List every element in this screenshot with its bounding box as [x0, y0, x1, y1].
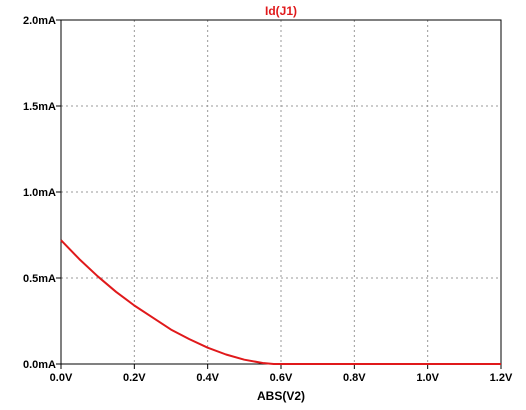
- series-layer: [60, 239, 501, 365]
- grid: [61, 20, 501, 364]
- x-tick-label: 1.0V: [416, 372, 439, 384]
- x-axis-title: ABS(V2): [257, 389, 305, 403]
- x-tick-label: 0.4V: [196, 372, 219, 384]
- x-tick-label: 1.2V: [490, 372, 513, 384]
- series-line: [60, 239, 501, 365]
- y-tick-label: 1.5mA: [23, 101, 56, 113]
- y-tick-label: 1.0mA: [23, 187, 56, 199]
- x-tick-label: 0.6V: [270, 372, 293, 384]
- x-axis: 0.0V 0.2V 0.4V 0.6V 0.8V 1.0V 1.2V: [50, 364, 513, 384]
- x-tick-label: 0.2V: [123, 372, 146, 384]
- series-label: Id(J1): [265, 4, 297, 18]
- x-tick-label: 0.0V: [50, 372, 73, 384]
- y-tick-label: 2.0mA: [23, 15, 56, 27]
- y-tick-label: 0.0mA: [23, 359, 56, 371]
- y-axis: 0.0mA 0.5mA 1.0mA 1.5mA 2.0mA: [23, 15, 61, 371]
- x-tick-label: 0.8V: [343, 372, 366, 384]
- y-tick-label: 0.5mA: [23, 273, 56, 285]
